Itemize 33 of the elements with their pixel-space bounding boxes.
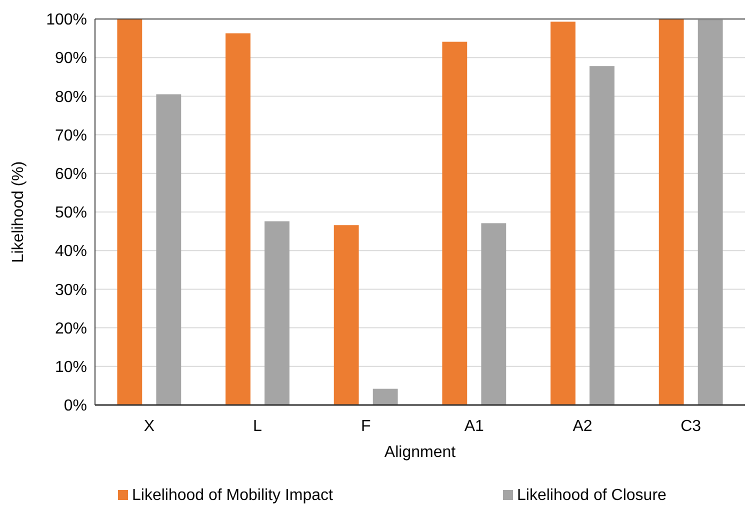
- bar: [117, 19, 142, 405]
- x-tick-label: C3: [680, 418, 702, 435]
- y-tick-label: 70%: [54, 127, 87, 144]
- bar: [226, 33, 250, 405]
- x-tick-label: A1: [464, 418, 484, 435]
- legend-label: Likelihood of Mobility Impact: [132, 487, 334, 504]
- y-tick-label: 10%: [54, 359, 87, 376]
- bar: [590, 66, 614, 405]
- y-tick-label: 90%: [54, 50, 87, 68]
- x-tick-label: A2: [572, 418, 592, 435]
- bar: [550, 22, 576, 405]
- bar: [372, 388, 398, 405]
- bar: [264, 221, 290, 405]
- y-tick-label: 20%: [54, 320, 87, 338]
- y-tick-label: 100%: [46, 12, 87, 29]
- y-tick-label: 80%: [54, 88, 87, 106]
- y-tick-label: 0%: [64, 398, 87, 415]
- bar: [156, 94, 182, 405]
- y-tick-label: 40%: [54, 243, 87, 260]
- y-axis-title: Likelihood (%): [10, 161, 27, 263]
- legend-label: Likelihood of Closure: [517, 487, 667, 504]
- bar: [442, 42, 468, 405]
- x-tick-label: L: [253, 418, 262, 435]
- x-axis-title: Alignment: [384, 444, 456, 461]
- bar: [481, 223, 506, 405]
- bar: [334, 225, 359, 405]
- x-tick-label: X: [144, 418, 155, 435]
- x-tick-label: F: [360, 418, 371, 435]
- y-tick-label: 50%: [54, 204, 87, 222]
- bar: [698, 20, 723, 405]
- y-tick-label: 30%: [54, 282, 87, 299]
- y-tick-label: 60%: [54, 166, 87, 183]
- bar: [658, 19, 684, 405]
